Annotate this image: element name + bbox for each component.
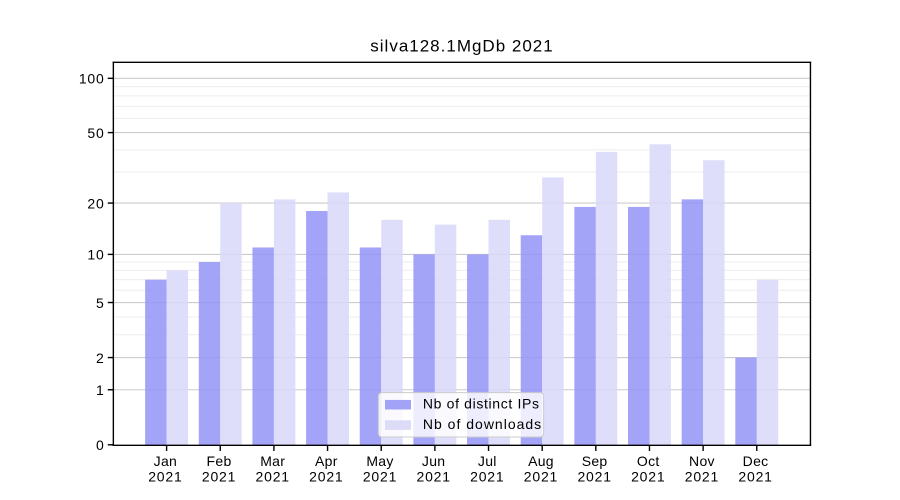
svg-text:2021: 2021 xyxy=(416,469,450,485)
svg-text:Dec: Dec xyxy=(743,453,769,469)
svg-text:Aug: Aug xyxy=(528,453,554,469)
svg-text:2021: 2021 xyxy=(524,469,558,485)
svg-text:2021: 2021 xyxy=(470,469,504,485)
svg-text:Oct: Oct xyxy=(637,453,660,469)
svg-text:Nb of distinct IPs: Nb of distinct IPs xyxy=(423,396,540,412)
svg-text:Mar: Mar xyxy=(260,453,285,469)
svg-text:Feb: Feb xyxy=(207,453,232,469)
svg-text:0: 0 xyxy=(96,437,105,453)
svg-text:Nb of downloads: Nb of downloads xyxy=(423,416,542,432)
svg-text:Sep: Sep xyxy=(582,453,608,469)
svg-text:2021: 2021 xyxy=(363,469,397,485)
svg-text:2021: 2021 xyxy=(738,469,772,485)
svg-text:2021: 2021 xyxy=(631,469,665,485)
svg-text:1: 1 xyxy=(96,382,105,398)
svg-text:2: 2 xyxy=(96,350,105,366)
svg-text:2021: 2021 xyxy=(148,469,182,485)
svg-text:100: 100 xyxy=(79,71,105,87)
svg-text:May: May xyxy=(366,453,393,469)
svg-text:Apr: Apr xyxy=(315,453,338,469)
svg-text:Nov: Nov xyxy=(689,453,715,469)
svg-text:Jun: Jun xyxy=(422,453,445,469)
svg-text:10: 10 xyxy=(87,247,104,263)
svg-text:Jul: Jul xyxy=(478,453,497,469)
svg-text:2021: 2021 xyxy=(202,469,236,485)
svg-text:Jan: Jan xyxy=(154,453,177,469)
svg-text:silva128.1MgDb 2021: silva128.1MgDb 2021 xyxy=(370,37,553,56)
svg-text:2021: 2021 xyxy=(577,469,611,485)
svg-text:2021: 2021 xyxy=(309,469,343,485)
svg-text:5: 5 xyxy=(96,295,105,311)
svg-text:50: 50 xyxy=(87,125,104,141)
svg-text:2021: 2021 xyxy=(256,469,290,485)
svg-text:2021: 2021 xyxy=(685,469,719,485)
svg-text:20: 20 xyxy=(87,195,104,211)
